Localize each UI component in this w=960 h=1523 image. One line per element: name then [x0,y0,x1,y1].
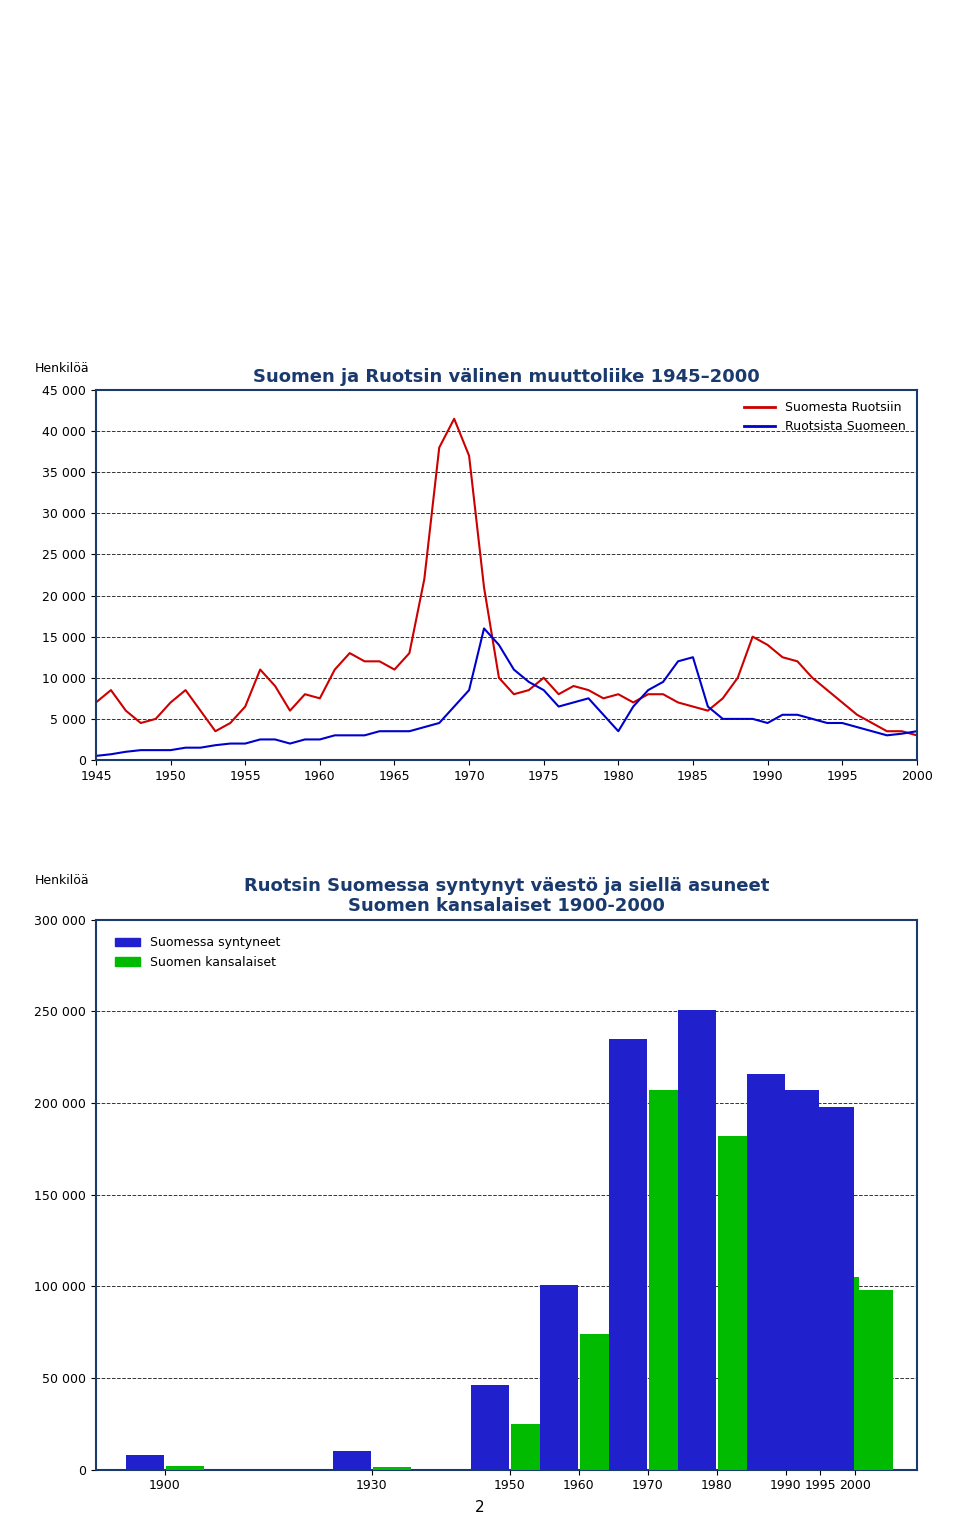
Bar [717,1136,756,1470]
Legend: Suomessa syntyneet, Suomen kansalaiset: Suomessa syntyneet, Suomen kansalaiset [110,932,286,973]
Bar [821,1278,859,1470]
Bar [580,1334,617,1470]
Bar [127,1454,164,1470]
Text: Henkilöä: Henkilöä [35,362,89,375]
Bar [678,1010,716,1470]
Bar [166,1467,204,1470]
Bar [816,1107,854,1470]
Title: Ruotsin Suomessa syntynyt väestö ja siellä asuneet
Suomen kansalaiset 1900-2000: Ruotsin Suomessa syntynyt väestö ja siel… [244,877,769,915]
Bar [786,1252,825,1470]
Bar [747,1074,785,1470]
Bar [609,1039,647,1470]
Bar [471,1386,509,1470]
Bar [372,1467,411,1470]
Title: Suomen ja Ruotsin välinen muuttoliike 1945–2000: Suomen ja Ruotsin välinen muuttoliike 19… [253,367,759,385]
Bar [511,1424,548,1470]
Legend: Suomesta Ruotsiin, Ruotsista Suomeen: Suomesta Ruotsiin, Ruotsista Suomeen [738,396,910,439]
Bar [540,1284,578,1470]
Bar [781,1090,820,1470]
Bar [649,1090,686,1470]
Bar [333,1451,372,1470]
Text: 2: 2 [475,1500,485,1515]
Text: Henkilöä: Henkilöä [35,874,89,886]
Bar [855,1290,894,1470]
